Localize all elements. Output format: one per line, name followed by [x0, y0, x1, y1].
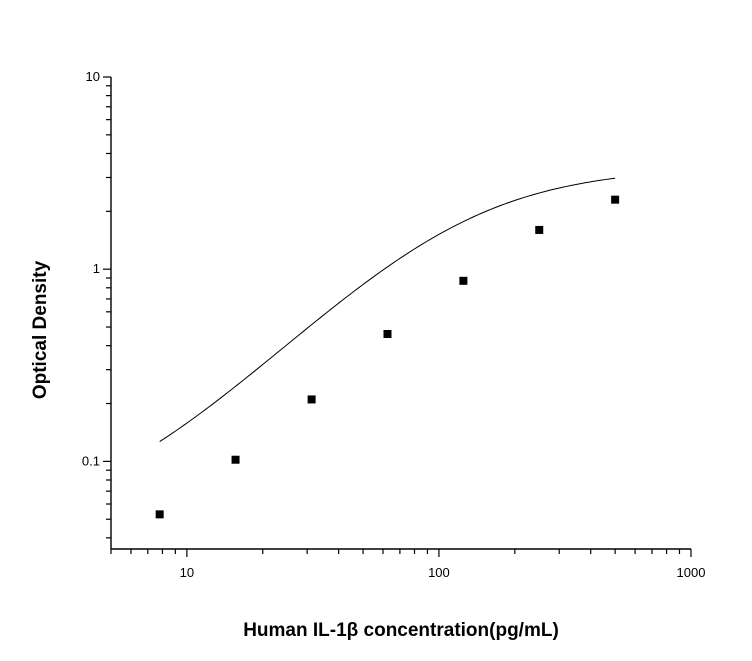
data-point [383, 330, 392, 339]
x-tick-label: 10 [180, 565, 194, 580]
data-point [155, 510, 164, 519]
y-tick-label: 0.1 [82, 453, 100, 468]
x-tick-label: 1000 [677, 565, 706, 580]
data-point [611, 195, 620, 204]
data-point [307, 395, 316, 404]
y-axis-title: Optical Density [30, 260, 51, 399]
fit-curve [159, 177, 616, 443]
x-tick-label: 100 [428, 565, 450, 580]
x-axis-ticks [110, 549, 692, 557]
data-point [535, 225, 544, 234]
y-tick-label: 10 [86, 69, 100, 84]
y-axis-tick-labels: 0.1 1 10 [82, 69, 100, 468]
data-point [459, 276, 468, 285]
y-tick-label: 1 [93, 261, 100, 276]
data-point [231, 455, 240, 464]
x-axis-title: Human IL-1β concentration(pg/mL) [243, 620, 559, 641]
y-axis-ticks [103, 76, 111, 539]
plot-frame [110, 77, 691, 550]
data-points [155, 195, 620, 519]
x-axis-tick-labels: 10 100 1000 [180, 565, 706, 580]
